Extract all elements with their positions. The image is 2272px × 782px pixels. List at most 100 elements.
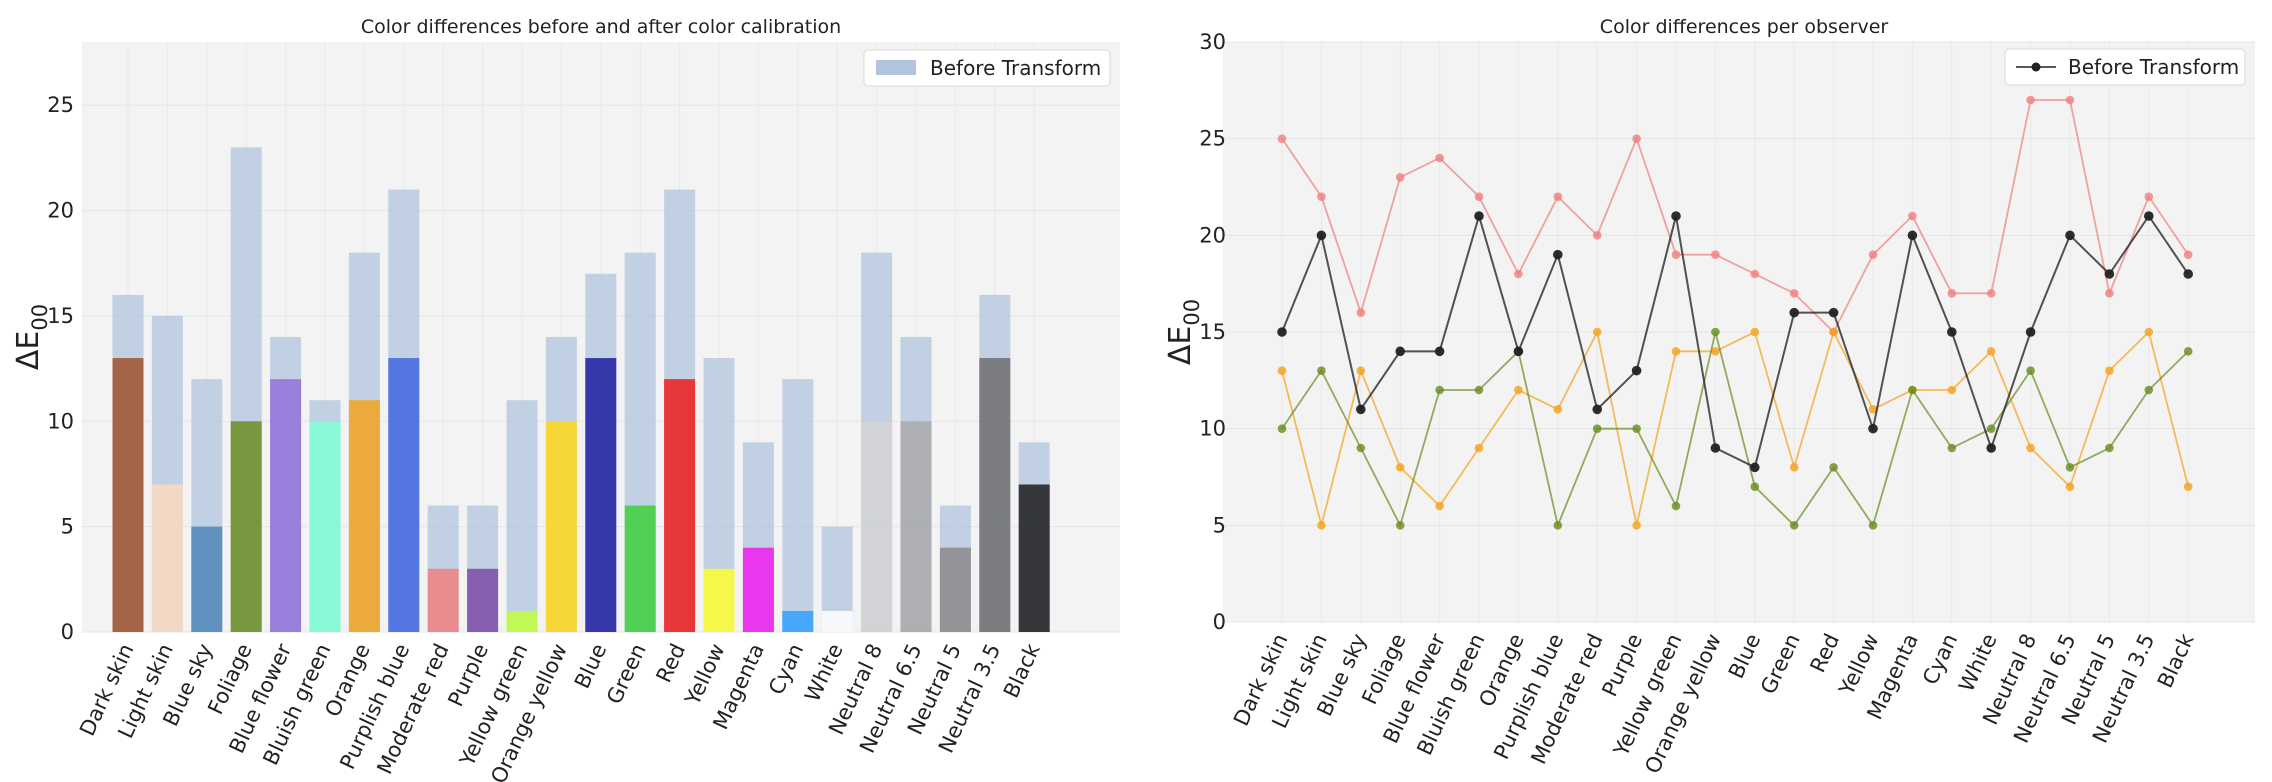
bar-after-neutral-6-5 xyxy=(900,421,932,632)
bar-after-yellow-green xyxy=(506,610,538,632)
y-tick-label-right: 25 xyxy=(1199,127,1226,151)
point-series-2-red xyxy=(1829,327,1838,337)
point-series-3-dark-skin xyxy=(1277,424,1287,433)
point-series-2-moderate-red xyxy=(1592,327,1602,337)
line-series-series-2 xyxy=(1277,327,2193,530)
bar-after-red xyxy=(664,379,696,632)
point-series-3-yellow xyxy=(1868,521,1878,530)
point-series-3-foliage xyxy=(1395,521,1405,530)
y-tick-label-left: 15 xyxy=(47,304,74,328)
bar-after-purple xyxy=(467,568,499,632)
point-series-2-purplish-blue xyxy=(1553,405,1563,414)
x-tick-label-right-black: Black xyxy=(2153,629,2199,691)
point-before-transform-moderate-red xyxy=(1592,404,1602,415)
line-series-series-3 xyxy=(1277,327,2193,530)
x-tick-label-right-blue: Blue xyxy=(1724,630,1765,682)
point-series-1-purple xyxy=(1632,134,1641,143)
legend-box-left xyxy=(863,49,1111,87)
point-before-transform-neutral-6-5 xyxy=(2065,230,2075,241)
point-series-1-neutral-8 xyxy=(2026,95,2035,105)
point-series-3-bluish-green xyxy=(1474,385,1484,395)
point-series-1-neutral-5 xyxy=(2105,289,2114,298)
point-before-transform-red xyxy=(1828,307,1839,318)
x-tick-label-left-red: Red xyxy=(652,640,691,686)
point-before-transform-magenta xyxy=(1907,230,1918,241)
bar-after-purplish-blue xyxy=(388,358,420,632)
point-series-1-orange xyxy=(1514,269,1523,279)
point-series-3-red xyxy=(1829,463,1838,472)
point-series-3-white xyxy=(1986,424,1996,433)
legend-left: Before Transform xyxy=(863,49,1111,87)
point-before-transform-foliage xyxy=(1395,346,1405,357)
point-series-1-foliage xyxy=(1395,173,1405,182)
bar-after-neutral-5 xyxy=(939,547,971,632)
point-before-transform-black xyxy=(2183,269,2193,279)
point-series-1-orange-yellow xyxy=(1711,250,1720,259)
point-series-3-cyan xyxy=(1947,443,1957,453)
line-path-series-1 xyxy=(1281,99,2189,334)
grid-right xyxy=(1223,41,2255,623)
point-before-transform-cyan xyxy=(1947,327,1957,337)
bar-after-light-skin xyxy=(151,484,183,632)
point-series-3-green xyxy=(1789,521,1799,530)
bar-after-black xyxy=(1018,484,1050,632)
y-tick-label-left: 5 xyxy=(61,515,74,539)
x-tick-label-right-cyan: Cyan xyxy=(1918,630,1962,688)
point-series-1-black xyxy=(2183,250,2193,259)
bar-after-blue-flower xyxy=(270,379,302,632)
point-before-transform-bluish-green xyxy=(1474,211,1484,221)
point-series-2-blue-sky xyxy=(1356,366,1366,375)
point-series-1-blue-sky xyxy=(1356,308,1366,317)
bar-after-neutral-3-5 xyxy=(979,358,1011,632)
point-series-1-yellow xyxy=(1868,250,1878,259)
y-tick-label-left: 20 xyxy=(47,199,74,223)
point-before-transform-purplish-blue xyxy=(1553,249,1563,260)
point-series-1-yellow-green xyxy=(1671,250,1681,259)
point-series-1-neutral-6-5 xyxy=(2065,95,2075,105)
point-before-transform-green xyxy=(1789,307,1799,318)
bar-after-foliage xyxy=(230,421,262,632)
point-series-3-orange-yellow xyxy=(1711,327,1720,337)
y-tick-label-left: 0 xyxy=(61,620,74,644)
point-series-2-white xyxy=(1986,347,1996,356)
point-series-2-yellow-green xyxy=(1671,347,1681,356)
bar-after-dark-skin xyxy=(112,358,144,632)
point-series-1-green xyxy=(1789,289,1799,298)
point-series-3-blue xyxy=(1750,482,1760,491)
point-series-2-bluish-green xyxy=(1474,443,1484,453)
point-before-transform-dark-skin xyxy=(1277,327,1287,337)
point-series-2-neutral-5 xyxy=(2105,366,2114,375)
point-series-1-blue-flower xyxy=(1435,153,1444,163)
point-series-1-dark-skin xyxy=(1277,134,1287,143)
point-series-3-moderate-red xyxy=(1592,424,1602,433)
point-series-2-blue xyxy=(1750,327,1760,337)
legend-marker-before xyxy=(2031,62,2041,72)
bars-left xyxy=(112,147,1050,632)
bar-after-orange-yellow xyxy=(545,421,577,632)
point-series-2-green xyxy=(1789,463,1799,472)
chart-title-left: Color differences before and after color… xyxy=(361,16,841,38)
point-before-transform-orange xyxy=(1513,346,1524,357)
point-series-2-orange xyxy=(1514,385,1523,395)
y-tick-label-right: 20 xyxy=(1199,223,1226,247)
point-series-2-neutral-3-5 xyxy=(2144,327,2154,337)
bar-after-blue xyxy=(585,358,617,632)
point-series-3-neutral-3-5 xyxy=(2144,385,2154,395)
x-tick-label-left-cyan: Cyan xyxy=(764,640,808,698)
point-series-2-yellow xyxy=(1868,405,1878,414)
bar-after-magenta xyxy=(742,547,774,632)
point-before-transform-neutral-3-5 xyxy=(2144,211,2154,221)
point-series-2-dark-skin xyxy=(1277,366,1287,375)
point-series-2-purple xyxy=(1632,521,1641,530)
bar-after-blue-sky xyxy=(191,526,223,632)
y-tick-label-right: 0 xyxy=(1213,610,1226,634)
point-before-transform-neutral-5 xyxy=(2104,269,2115,279)
bar-before-yellow-green xyxy=(506,400,538,632)
y-tick-label-right: 15 xyxy=(1199,320,1226,344)
bar-after-neutral-8 xyxy=(861,421,893,632)
point-series-3-neutral-6-5 xyxy=(2065,463,2075,472)
point-series-1-neutral-3-5 xyxy=(2144,192,2154,201)
point-before-transform-orange-yellow xyxy=(1710,443,1721,453)
